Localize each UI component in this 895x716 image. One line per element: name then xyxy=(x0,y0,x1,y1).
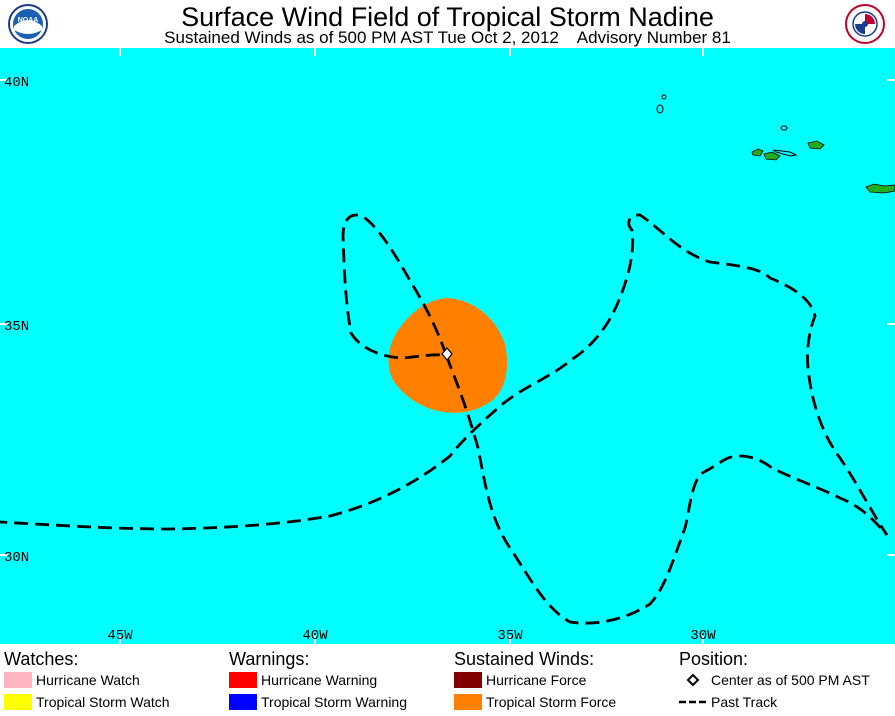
lat-label-40n: 40N xyxy=(4,75,29,91)
azores-islands xyxy=(656,94,895,194)
past-track-label: Past Track xyxy=(711,694,778,710)
legend-item-hurricane-watch: Hurricane Watch xyxy=(4,672,214,688)
nws-logo xyxy=(845,4,885,44)
lat-label-30n: 30N xyxy=(4,550,29,566)
lon-label-30w: 30W xyxy=(690,628,716,644)
svg-text:NOAA: NOAA xyxy=(18,17,39,24)
hurricane-watch-swatch xyxy=(4,672,32,688)
legend-item-tropical-storm-watch: Tropical Storm Watch xyxy=(4,694,214,710)
legend-watches-heading: Watches: xyxy=(4,649,79,669)
tropical-storm-force-label: Tropical Storm Force xyxy=(486,694,617,710)
legend-item-center: Center as of 500 PM AST xyxy=(679,672,889,688)
legend-item-tropical-storm-warning: Tropical Storm Warning xyxy=(229,694,439,710)
past-track-line xyxy=(0,213,889,625)
page-subtitle: Sustained Winds as of 500 PM AST Tue Oct… xyxy=(164,28,731,47)
legend-warnings-heading: Warnings: xyxy=(229,649,310,669)
hurricane-watch-label: Hurricane Watch xyxy=(36,672,140,688)
hurricane-warning-swatch xyxy=(229,672,257,688)
tropical-storm-force-swatch xyxy=(454,694,482,710)
tropical-storm-warning-swatch xyxy=(229,694,257,710)
legend: Watches: Hurricane Watch Tropical Storm … xyxy=(0,646,895,716)
grid-ticks xyxy=(0,48,895,644)
map-svg: 40N 35N 30N 45W 40W 35W 30W xyxy=(0,48,895,644)
center-position-label: Center as of 500 PM AST xyxy=(711,672,870,688)
legend-item-tropical-storm-force: Tropical Storm Force xyxy=(454,694,664,710)
lat-label-35n: 35N xyxy=(4,319,29,335)
legend-position-heading: Position: xyxy=(679,649,749,669)
map-panel: 40N 35N 30N 45W 40W 35W 30W xyxy=(0,48,895,644)
tropical-storm-watch-swatch xyxy=(4,694,32,710)
hurricane-force-swatch xyxy=(454,672,482,688)
legend-item-past-track: Past Track xyxy=(679,694,889,710)
lon-label-35w: 35W xyxy=(497,628,523,644)
legend-item-hurricane-force: Hurricane Force xyxy=(454,672,664,688)
lon-label-45w: 45W xyxy=(107,628,133,644)
storm-center-marker xyxy=(441,347,453,361)
lon-label-40w: 40W xyxy=(302,628,328,644)
dashed-line-icon xyxy=(679,694,707,710)
diamond-icon xyxy=(679,672,707,688)
header: NOAA Surface Wind Field of Tropical Stor… xyxy=(0,0,895,48)
page-title: Surface Wind Field of Tropical Storm Nad… xyxy=(181,2,714,32)
tropical-storm-warning-label: Tropical Storm Warning xyxy=(261,694,408,710)
legend-position: Position: Center as of 500 PM AST Past T… xyxy=(679,646,891,710)
legend-sustained-winds: Sustained Winds: Hurricane Force Tropica… xyxy=(454,646,669,710)
legend-item-hurricane-warning: Hurricane Warning xyxy=(229,672,439,688)
hurricane-force-label: Hurricane Force xyxy=(486,672,587,688)
legend-warnings: Warnings: Hurricane Warning Tropical Sto… xyxy=(229,646,444,710)
legend-winds-heading: Sustained Winds: xyxy=(454,649,595,669)
legend-watches: Watches: Hurricane Watch Tropical Storm … xyxy=(4,646,219,710)
noaa-logo: NOAA xyxy=(8,4,48,44)
tropical-storm-watch-label: Tropical Storm Watch xyxy=(36,694,170,710)
hurricane-warning-label: Hurricane Warning xyxy=(261,672,378,688)
